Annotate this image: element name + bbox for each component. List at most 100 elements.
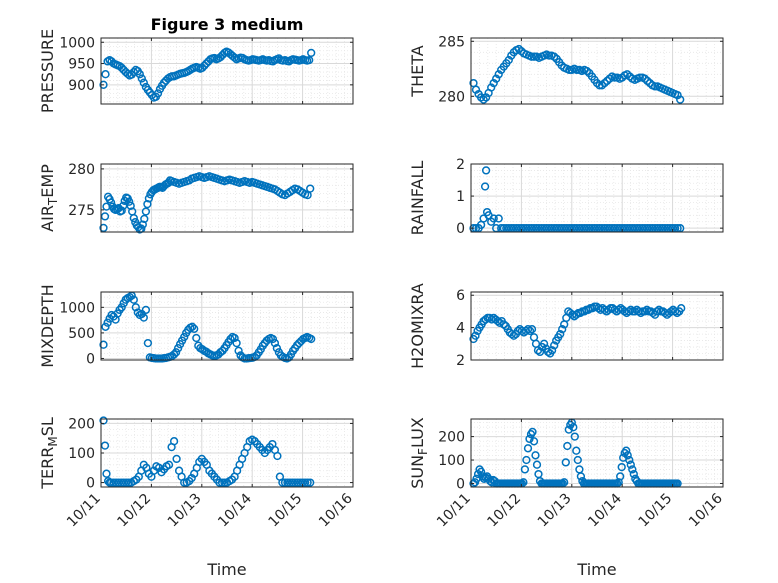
- data-point: [117, 206, 126, 215]
- series-markers: [99, 416, 315, 487]
- y-tick-label: 280: [68, 162, 95, 178]
- data-point: [99, 80, 108, 89]
- axes-box: [100, 291, 354, 361]
- data-point: [306, 478, 315, 487]
- data-point: [137, 74, 146, 83]
- data-point: [676, 95, 685, 104]
- data-point: [494, 214, 503, 223]
- data-point: [300, 478, 310, 487]
- data-point: [556, 329, 565, 339]
- data-point: [525, 434, 534, 444]
- data-point: [141, 207, 151, 216]
- y-tick-label: 0: [86, 351, 95, 367]
- y-tick-label: 500: [68, 326, 95, 342]
- data-point: [202, 59, 211, 68]
- data-point: [624, 307, 633, 316]
- y-tick-label: 1000: [59, 300, 95, 316]
- y-axis-label: H2OMIXRA: [408, 283, 427, 369]
- data-point: [622, 446, 631, 455]
- subplot-rainfall: 0 1 2 RAINFALL: [408, 157, 724, 237]
- data-point: [171, 348, 181, 357]
- data-point: [532, 460, 542, 469]
- data-point: [610, 73, 619, 82]
- data-point: [481, 93, 491, 102]
- data-point: [111, 478, 121, 487]
- axes-box: [100, 163, 354, 233]
- data-point: [307, 48, 316, 58]
- figure-title: Figure 3 medium: [151, 15, 304, 34]
- data-point: [520, 465, 530, 474]
- data-point: [570, 432, 579, 441]
- data-point: [531, 451, 540, 460]
- y-tick-label: 100: [438, 453, 465, 469]
- data-point: [109, 478, 118, 487]
- data-point: [143, 199, 152, 209]
- data-point: [636, 308, 645, 318]
- data-point: [481, 166, 491, 175]
- data-point: [232, 338, 241, 348]
- y-axis-label: MIXDEPTH: [38, 284, 57, 367]
- data-point: [303, 478, 312, 487]
- data-point: [572, 310, 581, 319]
- data-point: [628, 465, 637, 474]
- data-point: [480, 182, 490, 191]
- data-point: [173, 344, 183, 353]
- y-tick-label: 900: [68, 78, 95, 94]
- data-point: [640, 307, 650, 316]
- data-point: [143, 338, 153, 348]
- axes-box: [100, 37, 354, 105]
- data-point: [558, 325, 567, 334]
- data-point: [495, 318, 504, 327]
- data-point: [584, 305, 593, 314]
- data-point: [101, 322, 110, 331]
- x-axis-label: Time: [576, 560, 616, 579]
- data-point: [616, 472, 625, 481]
- series-markers: [469, 302, 686, 358]
- data-point: [617, 462, 626, 472]
- data-point: [544, 51, 554, 60]
- data-point: [650, 82, 660, 91]
- y-tick-label: 4: [456, 321, 465, 337]
- data-point: [547, 346, 557, 355]
- data-point: [138, 220, 147, 229]
- data-point: [492, 74, 501, 83]
- data-point: [126, 201, 135, 210]
- data-point: [200, 61, 209, 70]
- data-point: [487, 83, 496, 92]
- data-point: [539, 339, 549, 348]
- grid: [471, 38, 723, 104]
- data-point: [285, 478, 295, 487]
- data-point: [230, 53, 239, 62]
- data-point: [99, 223, 108, 233]
- data-point: [635, 73, 644, 82]
- data-point: [504, 55, 513, 65]
- data-point: [560, 478, 569, 487]
- data-point: [114, 478, 123, 487]
- data-point: [101, 70, 110, 79]
- series-markers: [99, 47, 316, 102]
- data-point: [489, 78, 498, 88]
- data-point: [169, 437, 179, 446]
- data-point: [561, 458, 570, 467]
- data-point: [234, 346, 243, 355]
- axes-box: [470, 291, 724, 361]
- data-point: [278, 478, 287, 487]
- data-point: [131, 303, 140, 312]
- data-point: [272, 344, 282, 353]
- data-point: [572, 446, 581, 455]
- data-point: [629, 469, 638, 479]
- data-point: [623, 451, 632, 460]
- data-point: [543, 347, 553, 357]
- y-tick-label: 275: [68, 203, 95, 219]
- y-tick-label: 1: [456, 189, 465, 205]
- y-tick-label: 0: [456, 476, 465, 492]
- data-point: [588, 304, 597, 313]
- data-point: [527, 52, 536, 61]
- data-point: [569, 423, 578, 432]
- axes-box: [470, 418, 724, 488]
- data-point: [550, 341, 559, 350]
- data-point: [494, 70, 503, 79]
- y-tick-label: 280: [438, 89, 465, 105]
